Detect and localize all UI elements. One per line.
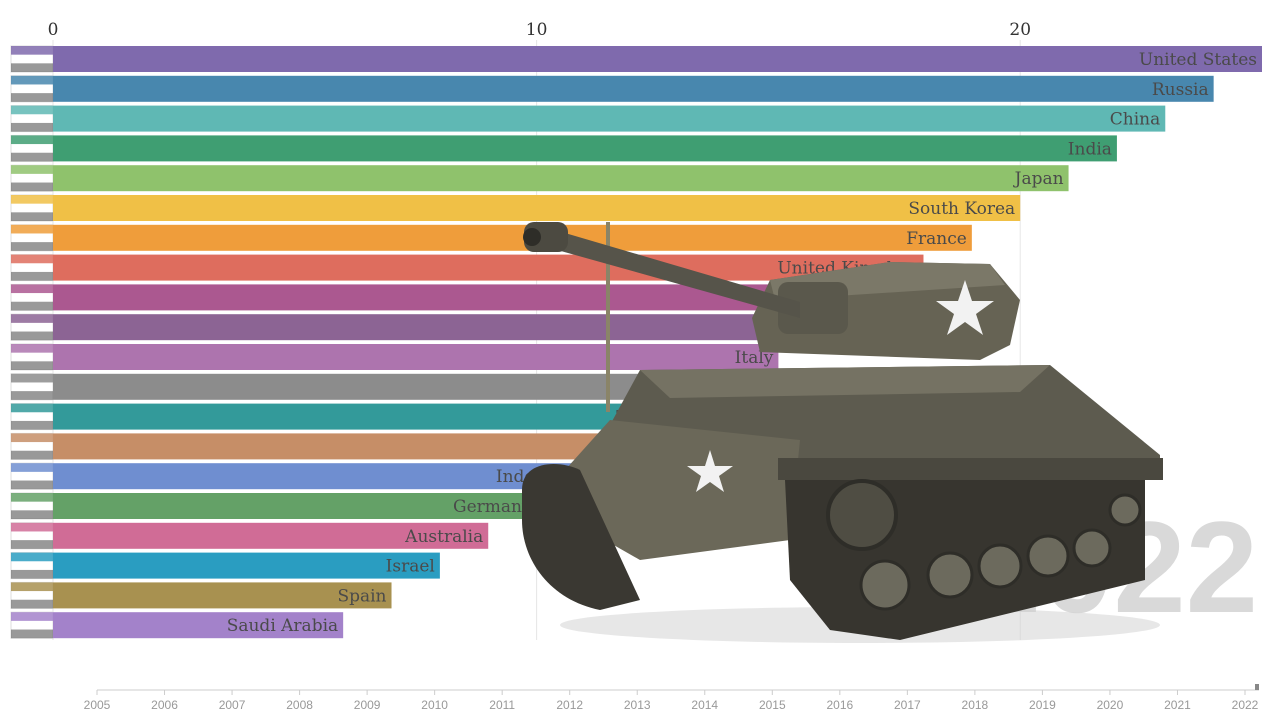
timeline-year-label: 2006 (151, 698, 178, 712)
bar-row: Iran (10, 432, 634, 460)
bar (53, 46, 1262, 72)
timeline-year-label: 2019 (1029, 698, 1056, 712)
flag-australia-icon (10, 522, 54, 550)
bar-row: Israel (10, 552, 440, 580)
flag-india-icon (10, 134, 54, 162)
bar-row: Brazil (10, 313, 827, 341)
bar-row: Spain (10, 581, 392, 609)
flag-indonesia-icon (10, 462, 54, 490)
tank-illustration (522, 222, 1163, 643)
bar-row: Australia (10, 522, 489, 550)
bar-row: Egypt (10, 373, 731, 401)
bar (53, 344, 779, 370)
bar-row: South Korea (10, 194, 1021, 222)
bar (53, 552, 440, 579)
flag-egypt-icon (10, 373, 54, 401)
timeline-year-label: 2021 (1164, 698, 1191, 712)
bar (53, 75, 1214, 102)
bar-label: Israel (386, 557, 435, 577)
bar-row: France (10, 224, 972, 252)
bar-row: India (10, 134, 1117, 162)
bar (53, 463, 585, 490)
flag-south-korea-icon (10, 194, 54, 222)
flag-saudi-arabia-icon (10, 611, 54, 639)
bar-label: Spain (337, 586, 386, 606)
bar (53, 105, 1166, 132)
x-tick-label: 20 (1009, 20, 1031, 40)
timeline-year-label: 2007 (219, 698, 246, 712)
bar-label: Japan (1013, 169, 1064, 189)
bar-row: Turkey (10, 403, 682, 431)
flag-china-icon (10, 105, 54, 133)
bar (53, 314, 827, 341)
bar (53, 135, 1117, 162)
timeline-marker (1255, 684, 1259, 690)
flag-italy-icon (10, 343, 54, 371)
timeline-axis: 2005 2006 2007 2008 2009 2010 2011 2012 2013 2014… (84, 684, 1259, 712)
bar-row: Indonesia (10, 462, 585, 490)
bar (53, 612, 344, 639)
timeline-year-label: 2008 (286, 698, 313, 712)
flag-japan-icon (10, 164, 54, 192)
x-tick-label: 0 (48, 20, 59, 40)
timeline-year-label: 2010 (421, 698, 448, 712)
bar-row: Italy (10, 343, 779, 371)
bar-label: South Korea (908, 199, 1015, 219)
flag-united-states-icon (10, 45, 54, 73)
timeline-year-label: 2020 (1097, 698, 1124, 712)
flag-brazil-icon (10, 313, 54, 341)
bar (53, 433, 634, 460)
bar (53, 254, 924, 281)
bar-row: Japan (10, 164, 1069, 192)
bar-label: Germany (453, 497, 532, 517)
timeline-year-label: 2017 (894, 698, 921, 712)
bar-row: United Kingdom (10, 254, 924, 282)
x-axis-ticks: 0 10 20 (48, 20, 1031, 40)
timeline-year-label: 2014 (691, 698, 718, 712)
timeline-year-label: 2012 (556, 698, 583, 712)
timeline-year-label: 2009 (354, 698, 381, 712)
x-tick-label: 10 (526, 20, 548, 40)
flag-pakistan-icon (10, 283, 54, 311)
timeline-year-label: 2005 (84, 698, 111, 712)
bar (53, 522, 489, 549)
bar-row: Saudi Arabia (10, 611, 344, 639)
timeline-year-label: 2015 (759, 698, 786, 712)
bar-row: United States (10, 45, 1262, 73)
flag-israel-icon (10, 552, 54, 580)
bar-label: Italy (735, 348, 774, 368)
timeline-year-label: 2013 (624, 698, 651, 712)
bar-label: United States (1139, 50, 1257, 70)
bar (53, 165, 1069, 192)
bar-label: Australia (404, 527, 483, 547)
bar-label: China (1110, 110, 1160, 130)
timeline-year-label: 2018 (962, 698, 989, 712)
timeline-year-label: 2016 (826, 698, 853, 712)
bar (53, 582, 392, 609)
bar-row: Russia (10, 75, 1214, 103)
flag-germany-icon (10, 492, 54, 520)
bar (53, 493, 537, 519)
flag-spain-icon (10, 581, 54, 609)
bar-row: China (10, 105, 1166, 133)
bar (53, 195, 1021, 221)
bar (53, 224, 972, 251)
bar (53, 403, 682, 430)
timeline-year-label: 2011 (489, 698, 515, 712)
bar (53, 373, 731, 400)
bar-label: France (906, 229, 967, 249)
flag-iran-icon (10, 432, 54, 460)
bar-label: India (1068, 139, 1112, 159)
flag-united-kingdom-icon (10, 254, 54, 282)
bar-label: Russia (1152, 80, 1209, 100)
flag-turkey-icon (10, 403, 54, 431)
bar-label: Saudi Arabia (227, 616, 338, 636)
bar-row: Germany (10, 492, 537, 520)
flag-france-icon (10, 224, 54, 252)
timeline-year-label: 2022 (1232, 698, 1259, 712)
flag-russia-icon (10, 75, 54, 103)
